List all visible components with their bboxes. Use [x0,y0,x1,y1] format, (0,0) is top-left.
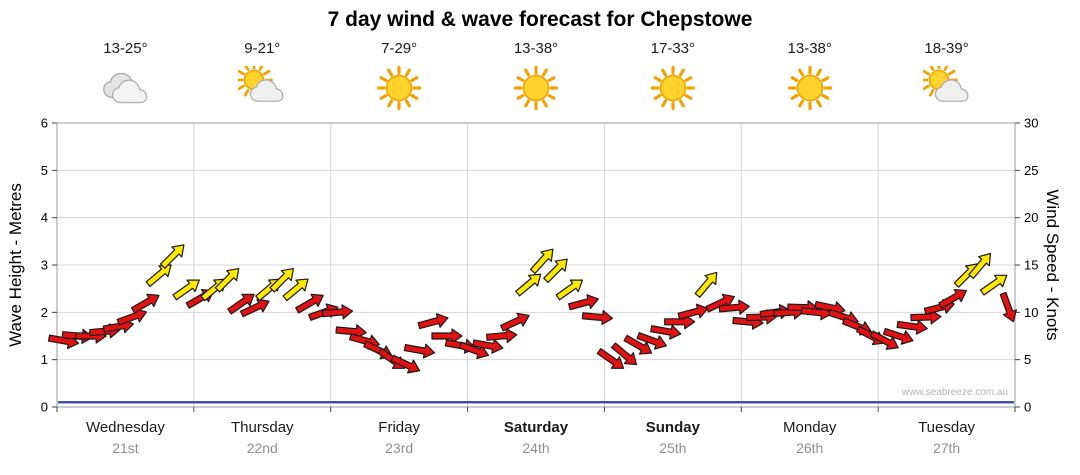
day-label-friday: Friday 23rd [329,417,469,457]
left-tick-label: 6 [41,116,48,131]
wind-arrow [227,293,255,315]
right-tick-label: 15 [1024,258,1038,273]
left-tick-label: 1 [41,352,48,367]
day-date: 25th [659,440,687,456]
wind-arrow [718,299,750,315]
day-name: Sunday [645,419,700,436]
wind-arrow [214,267,240,293]
weather-icon-partly-cloudy [922,65,971,111]
wind-arrow [403,343,436,359]
wind-arrow [610,342,638,366]
wind-arrow [485,327,518,344]
left-tick-label: 5 [41,163,48,178]
day-date: 24th [522,440,550,456]
left-tick-label: 4 [41,210,48,225]
day-label-thursday: Thursday 22nd [192,417,332,457]
day-temp: 9-21° [244,40,281,57]
wind-arrow [555,279,584,301]
day-temp: 13-38° [787,40,832,57]
wind-arrow [390,354,421,374]
wind-arrow [882,327,914,345]
wind-arrow [295,293,324,314]
right-tick-label: 25 [1024,163,1038,178]
weather-icon-sunny [513,65,559,111]
wind-arrow [145,264,172,288]
day-name: Saturday [503,419,569,436]
wind-arrow [172,279,200,301]
day-label-tuesday: Tuesday 27th [877,417,1017,457]
wind-arrow [596,348,625,369]
day-date: 21st [112,440,139,456]
day-name: Friday [378,419,420,436]
wind-arrow [269,267,295,293]
wind-arrow [568,294,599,311]
wind-arrow [968,252,992,280]
wind-arrow [979,274,1008,296]
day-temp: 13-38° [513,40,559,57]
wind-arrow [694,271,718,298]
wind-arrow [239,298,270,318]
day-header-saturday: 13-38° [476,40,596,111]
day-date: 22nd [246,440,278,456]
day-name: Thursday [231,419,294,436]
right-tick-label: 0 [1024,400,1031,415]
wind-arrow [636,332,667,350]
left-tick-label: 0 [41,400,48,415]
day-label-sunday: Sunday 25th [603,417,743,457]
wind-arrow [543,258,568,284]
day-date: 26th [796,440,824,456]
wind-arrow [623,334,653,355]
wind-arrow [938,288,967,309]
day-label-monday: Monday 26th [740,417,880,457]
left-axis-title: Wave Height - Metres [6,183,25,347]
wind-arrow [677,303,709,320]
day-date: 27th [932,440,961,456]
watermark: www.seabreeze.com.au [901,387,1008,398]
wind-arrow [417,313,449,330]
weather-icon-partly-cloudy [238,65,286,111]
wind-arrow [999,291,1018,323]
day-name: Wednesday [85,419,165,436]
day-header-tuesday: 18-39° [887,40,1007,111]
wind-arrow [529,248,554,275]
weather-icon-sunny [650,65,696,111]
right-tick-label: 10 [1024,305,1038,320]
day-temp: 18-39° [924,40,969,57]
weather-icon-sunny [787,65,833,111]
wind-arrow [650,324,682,340]
day-header-thursday: 9-21° [202,40,322,111]
day-header-sunday: 17-33° [613,40,733,111]
wind-arrow [130,293,160,314]
right-tick-label: 30 [1024,116,1038,131]
wind-arrow [159,244,185,269]
day-header-friday: 7-29° [339,40,459,111]
right-tick-label: 5 [1024,352,1031,367]
right-axis-title: Wind Speed - Knots [1043,189,1062,341]
day-header-wednesday: 13-25° [65,40,185,111]
day-name: Monday [783,419,837,436]
left-tick-label: 2 [41,305,48,320]
wind-arrow [500,312,530,332]
wind-arrow [515,273,542,297]
day-temp: 17-33° [650,40,696,57]
day-temp: 7-29° [381,40,418,57]
wind-arrow [282,278,309,302]
page-title: 7 day wind & wave forecast for Chepstowe [327,8,753,31]
day-name: Tuesday [918,419,976,436]
day-temp: 13-25° [103,40,148,57]
wind-arrow [321,304,354,320]
wind-arrow [581,309,614,326]
day-label-wednesday: Wednesday 21st [55,417,195,457]
weather-icon-sunny [376,65,422,111]
day-label-saturday: Saturday 24th [466,417,606,457]
day-date: 23rd [385,440,414,456]
day-header-monday: 13-38° [750,40,870,111]
weather-icon-cloudy [99,65,151,111]
right-tick-label: 20 [1024,210,1038,225]
left-tick-label: 3 [41,258,48,273]
